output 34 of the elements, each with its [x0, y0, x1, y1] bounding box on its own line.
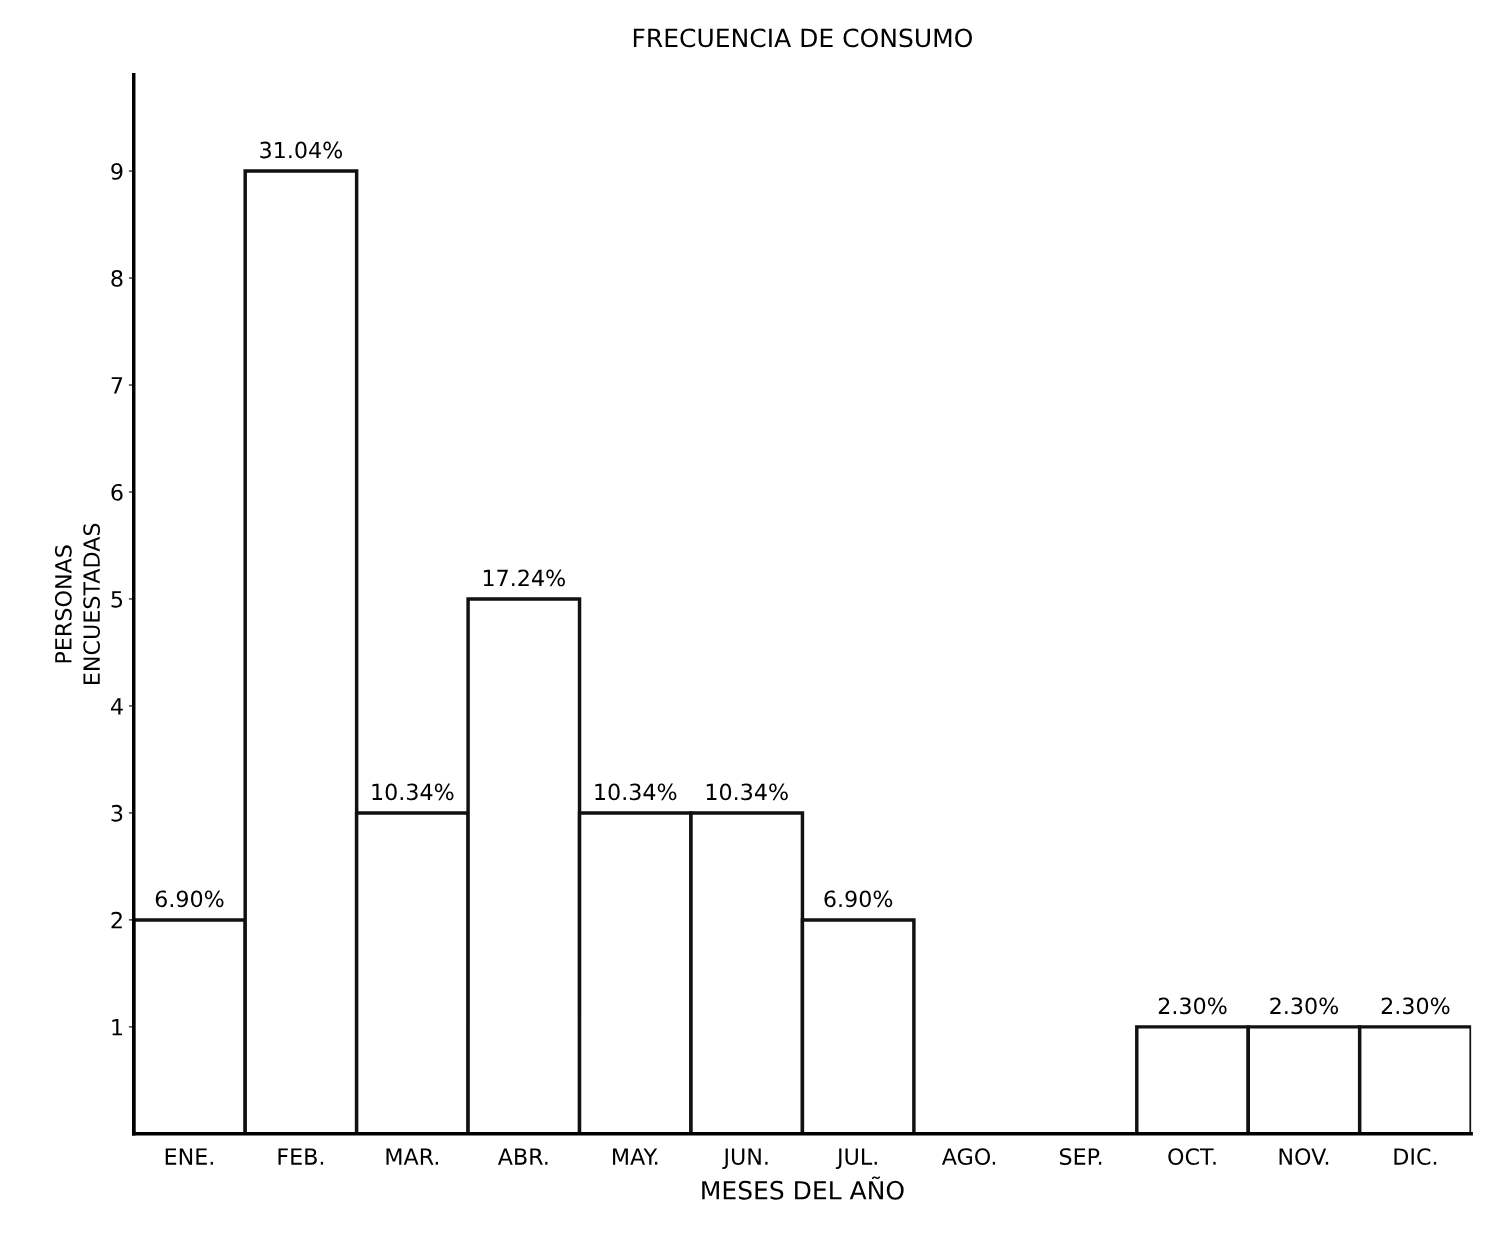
x-tick-label: ENE. — [165, 1148, 213, 1165]
y-tick-label: 3 — [111, 804, 123, 822]
annotation: 6.90% — [155, 890, 224, 908]
x-tick-label: JUN. — [722, 1148, 768, 1170]
x-tick-label: DIC. — [1394, 1148, 1437, 1165]
x-tick-label: AGO. — [941, 1148, 996, 1165]
annotation: 2.30% — [1270, 997, 1339, 1015]
annotation: 31.04% — [260, 141, 343, 159]
chart-title: FRECUENCIA DE CONSUMO — [633, 28, 972, 48]
x-tick-label: MAY. — [613, 1148, 658, 1165]
annotation: 2.30% — [1158, 997, 1227, 1015]
y-tick-label: 4 — [110, 698, 123, 715]
annotation: 2.30% — [1381, 997, 1450, 1015]
y-tick-label: 8 — [111, 269, 123, 287]
x-tick-label: SEP. — [1059, 1148, 1102, 1165]
y-tick-label: 1 — [112, 1019, 122, 1036]
annotation: 10.34% — [595, 783, 677, 801]
x-tick-label: MAR. — [386, 1148, 439, 1165]
x-tick-label: FEB. — [278, 1148, 324, 1165]
y-axis-title: PERSONAS ENCUESTADAS — [54, 523, 101, 684]
x-axis-title: MESES DEL AÑO — [702, 1176, 904, 1200]
y-tick-label: 2 — [111, 911, 122, 929]
x-tick-label: JUL. — [835, 1148, 877, 1170]
y-tick-label: 6 — [111, 483, 123, 501]
y-tick-label: 5 — [111, 591, 123, 608]
y-tick-label: 7 — [111, 377, 123, 394]
annotation: 10.34% — [372, 783, 454, 801]
annotation: 6.90% — [824, 890, 893, 908]
x-tick-label: ABR. — [497, 1148, 548, 1165]
annotation: 10.34% — [706, 783, 788, 801]
x-tick-label: OCT. — [1168, 1148, 1216, 1165]
x-tick-label: NOV. — [1279, 1148, 1329, 1165]
y-tick-label: 9 — [111, 162, 123, 180]
annotation: 17.24% — [483, 569, 565, 587]
